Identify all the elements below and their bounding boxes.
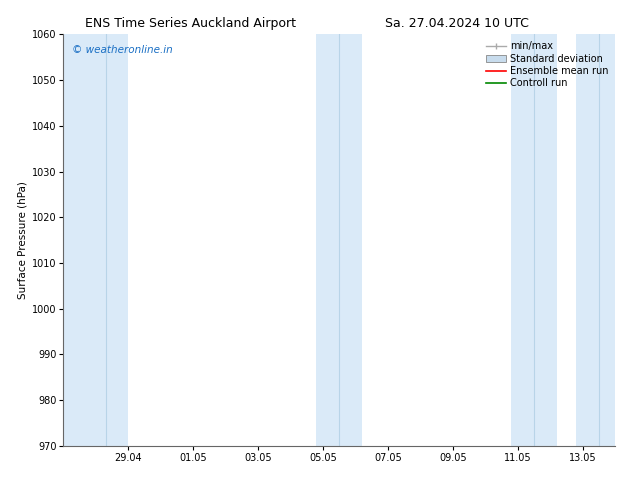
Y-axis label: Surface Pressure (hPa): Surface Pressure (hPa)	[18, 181, 28, 299]
Bar	[316, 34, 362, 446]
Text: ENS Time Series Auckland Airport: ENS Time Series Auckland Airport	[85, 17, 295, 30]
Text: © weatheronline.in: © weatheronline.in	[72, 45, 172, 54]
Bar	[63, 34, 128, 446]
Text: Sa. 27.04.2024 10 UTC: Sa. 27.04.2024 10 UTC	[385, 17, 528, 30]
Bar	[576, 34, 615, 446]
Legend: min/max, Standard deviation, Ensemble mean run, Controll run: min/max, Standard deviation, Ensemble me…	[484, 39, 610, 90]
Bar	[511, 34, 557, 446]
